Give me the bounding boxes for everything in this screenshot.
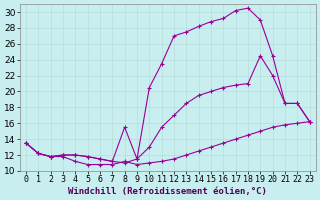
X-axis label: Windchill (Refroidissement éolien,°C): Windchill (Refroidissement éolien,°C) <box>68 187 267 196</box>
